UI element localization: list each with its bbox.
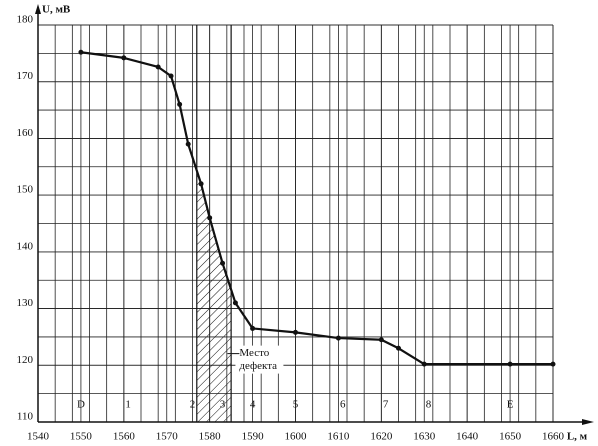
x-tick-label: 1620: [370, 431, 393, 443]
x-tick-label: 1540: [27, 431, 50, 443]
data-point: [335, 335, 341, 341]
x-tick-label: 1550: [70, 431, 93, 443]
y-tick-label: 160: [17, 127, 34, 139]
data-point: [378, 337, 384, 343]
x-tick-label: 1630: [413, 431, 436, 443]
y-tick-label: 110: [17, 411, 34, 423]
data-point: [507, 361, 513, 367]
data-point: [168, 73, 174, 79]
section-label: 8: [426, 399, 432, 411]
data-point: [550, 361, 556, 367]
data-point: [177, 101, 183, 107]
x-tick-label: 1560: [113, 431, 136, 443]
section-label: 7: [383, 399, 389, 411]
y-tick-label: 150: [17, 184, 34, 196]
data-point: [232, 300, 238, 306]
y-arrow: [35, 4, 41, 14]
data-line: [80, 51, 553, 366]
data-point: [396, 345, 401, 351]
data-point: [250, 325, 256, 331]
data-point: [78, 49, 84, 55]
x-tick-label: 1650: [499, 431, 522, 443]
y-axis-label: U, мВ: [42, 4, 71, 16]
data-point: [155, 64, 161, 70]
section-label: 4: [250, 399, 256, 411]
defect-zone: [196, 170, 232, 422]
section-label: 5: [293, 399, 299, 411]
x-tick-label: 1570: [156, 431, 179, 443]
x-tick-label: 1580: [199, 431, 222, 443]
section-label: 6: [340, 399, 346, 411]
y-tick-label: 180: [17, 14, 34, 26]
data-point: [293, 329, 298, 335]
data-point: [198, 181, 204, 187]
y-tick-label: 130: [17, 297, 34, 309]
data-point: [121, 55, 127, 61]
data-point: [421, 361, 427, 367]
x-arrow: [582, 419, 594, 425]
y-tick-label: 120: [17, 354, 34, 366]
x-tick-label: 1590: [242, 431, 265, 443]
data-point: [220, 260, 226, 266]
data-point: [207, 215, 213, 221]
x-tick-label: 1640: [456, 431, 479, 443]
y-tick-label: 170: [17, 70, 34, 82]
x-tick-label: 1660: [542, 431, 565, 443]
annotation-bg: [235, 345, 284, 374]
y-tick-label: 140: [17, 240, 34, 252]
section-label: 2: [190, 399, 196, 411]
annotation: дефекта: [239, 360, 277, 372]
section-label: 3: [220, 399, 226, 411]
section-label: E: [507, 399, 514, 411]
section-label: D: [77, 399, 85, 411]
x-tick-label: 1600: [285, 431, 308, 443]
x-tick-label: 1610: [327, 431, 350, 443]
annotation: Место: [239, 347, 269, 359]
section-label: 1: [125, 399, 131, 411]
x-axis-label: L, м: [567, 431, 588, 443]
data-point: [185, 141, 191, 147]
